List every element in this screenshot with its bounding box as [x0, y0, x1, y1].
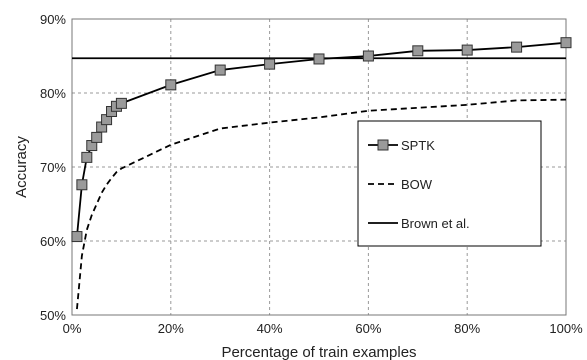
series-bow [76, 98, 567, 310]
data-point-sptk [115, 97, 127, 109]
y-tick-label: 80% [40, 86, 66, 101]
series-sptk [71, 37, 572, 243]
data-point-sptk [76, 179, 88, 191]
data-point-sptk [362, 50, 374, 62]
data-point-sptk [461, 44, 473, 56]
y-tick-label: 70% [40, 160, 66, 175]
y-axis-title: Accuracy [13, 136, 30, 198]
tick-labels: 0% 20% 40% 60% 80% 100% 50% 60% 70% 80% 90% [40, 12, 583, 336]
legend: SPTK BOW Brown et al. [357, 120, 542, 247]
plot-frame [71, 18, 567, 316]
y-tick-label: 60% [40, 234, 66, 249]
x-tick-label: 40% [257, 321, 283, 336]
data-point-sptk [214, 64, 226, 76]
y-tick-label: 90% [40, 12, 66, 27]
data-point-sptk [511, 41, 523, 53]
legend-label-bow: BOW [401, 177, 433, 192]
data-point-sptk [165, 79, 177, 91]
x-axis-title: Percentage of train examples [221, 344, 416, 360]
data-point-sptk [71, 231, 83, 243]
data-point-sptk [91, 131, 103, 143]
series-layer [71, 37, 572, 310]
data-point-sptk [313, 53, 325, 65]
data-point-sptk [412, 45, 424, 57]
x-tick-label: 80% [454, 321, 480, 336]
x-tick-label: 0% [63, 321, 82, 336]
y-tick-label: 50% [40, 308, 66, 323]
legend-marker-sptk [377, 139, 389, 151]
data-point-sptk [81, 151, 93, 163]
legend-label-brown-et-al: Brown et al. [401, 216, 470, 231]
x-tick-label: 60% [355, 321, 381, 336]
data-point-sptk [264, 58, 276, 70]
x-tick-label: 100% [549, 321, 583, 336]
data-point-sptk [560, 37, 572, 49]
x-tick-label: 20% [158, 321, 184, 336]
legend-label-sptk: SPTK [401, 138, 435, 153]
series-line-bow [76, 98, 567, 310]
